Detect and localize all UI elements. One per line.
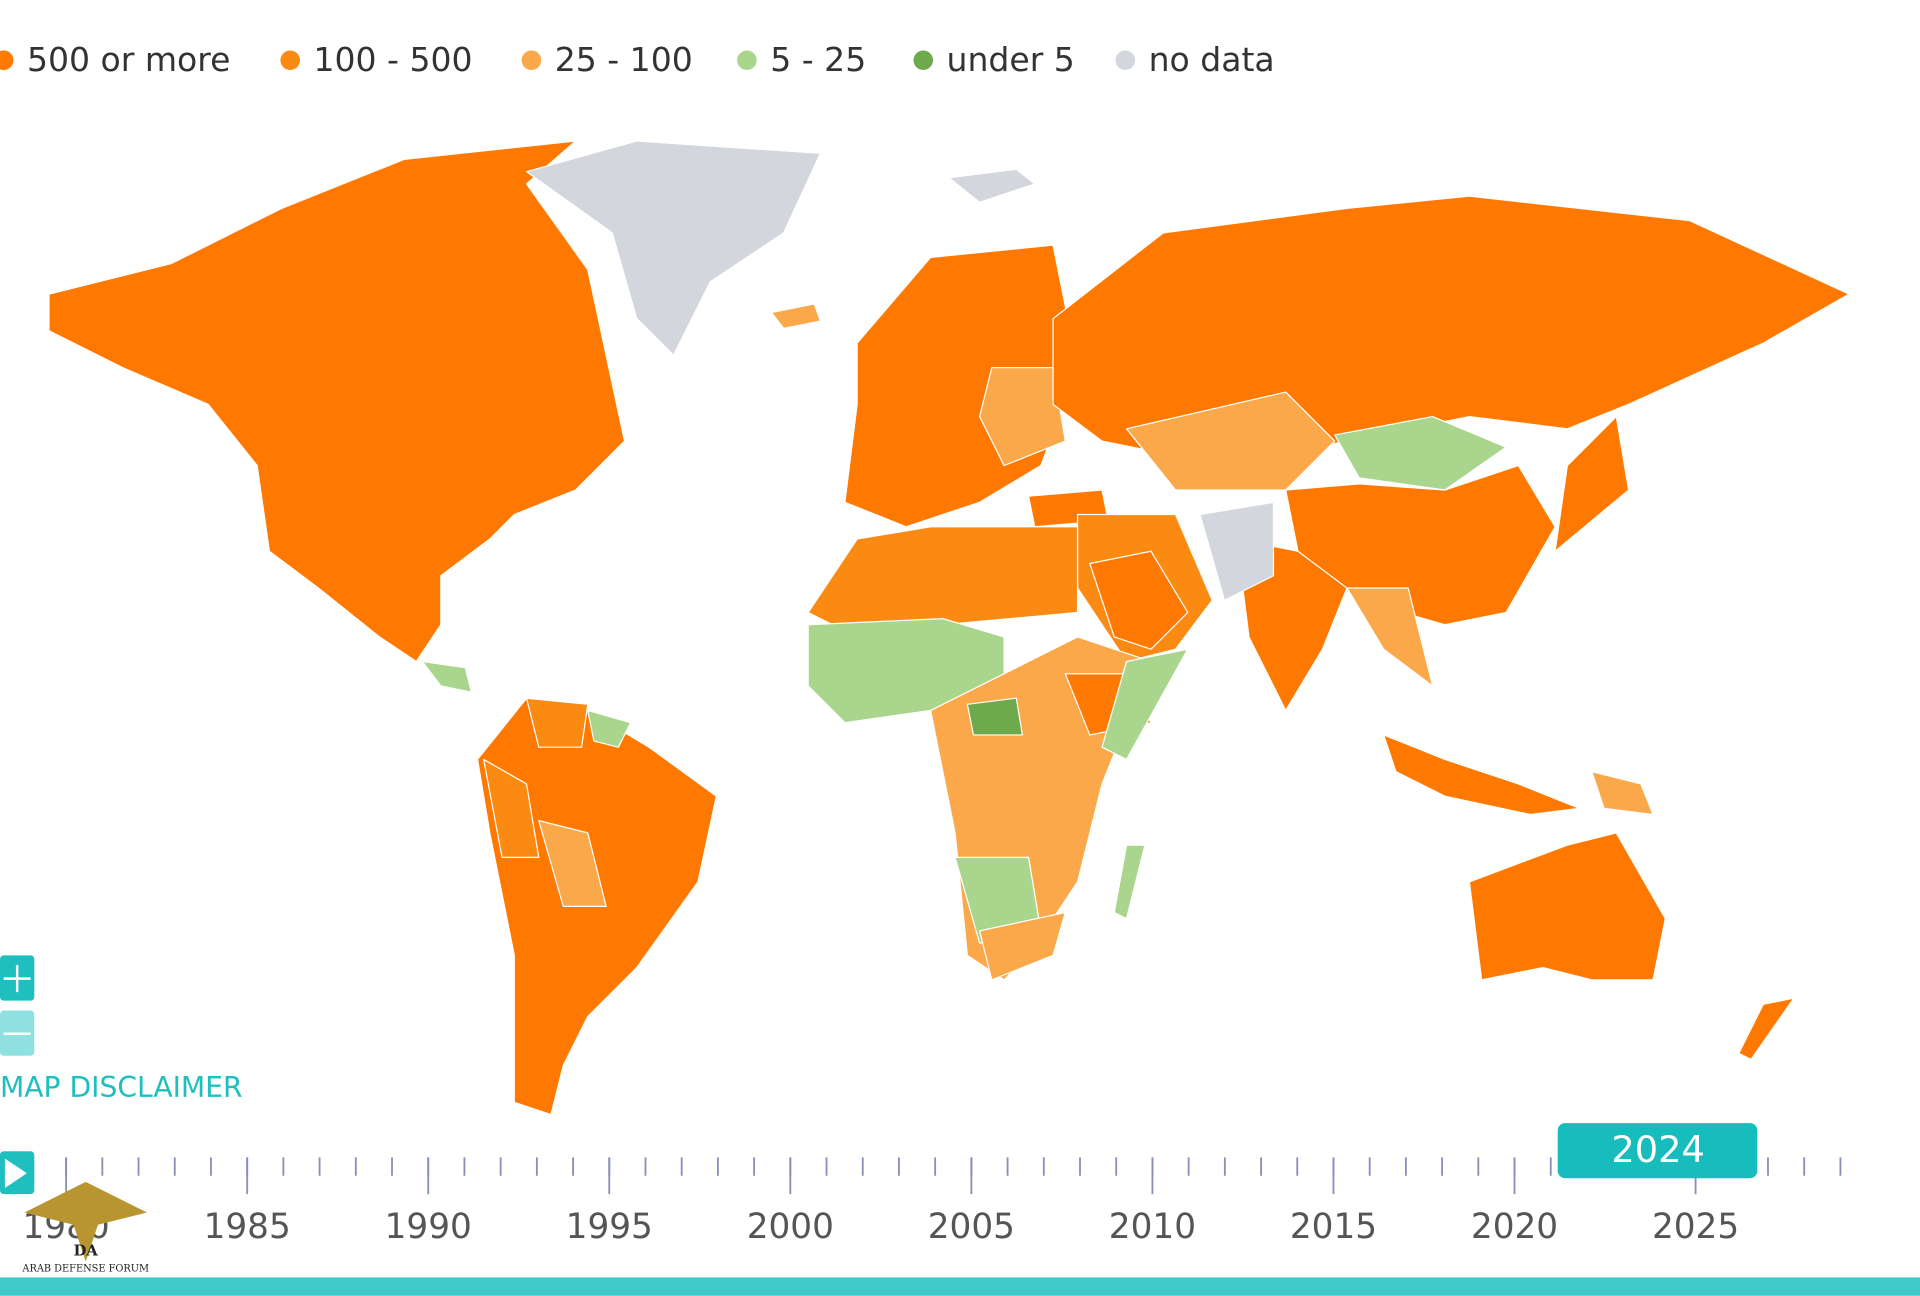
- watermark-logo: DA: [74, 1243, 99, 1260]
- selected-year-box[interactable]: [1557, 1123, 1758, 1179]
- country: [525, 697, 589, 748]
- legend-label: 5 - 25: [770, 40, 866, 79]
- country: [1738, 997, 1795, 1061]
- legend-label: 25 - 100: [555, 40, 693, 79]
- legend-label: under 5: [947, 40, 1075, 79]
- country: [1113, 844, 1146, 920]
- legend-label: 500 or more: [27, 40, 231, 79]
- year-label: 2010: [1109, 1207, 1196, 1247]
- legend: 500 or more 100 - 500 25 - 100 5 - 25 under …: [0, 40, 1275, 79]
- watermark-text: ARAB DEFENSE FORUM: [21, 1263, 149, 1274]
- country: [966, 697, 1024, 736]
- country: [538, 820, 607, 907]
- legend-dot: [0, 50, 14, 71]
- country: [525, 140, 822, 356]
- legend-dot: [280, 50, 300, 71]
- year-label: 1985: [204, 1207, 291, 1247]
- year-label: 1995: [566, 1207, 653, 1247]
- year-label: 2025: [1652, 1207, 1739, 1247]
- country: [587, 709, 632, 748]
- year-label: 2020: [1471, 1207, 1558, 1247]
- country: [1554, 415, 1630, 552]
- country: [421, 660, 473, 693]
- country: [978, 366, 1066, 467]
- country: [1334, 415, 1507, 491]
- year-label: 2015: [1290, 1207, 1377, 1247]
- legend-dot: [737, 50, 757, 71]
- country: [948, 168, 1036, 203]
- watermark: DA ARAB DEFENSE FORUM: [21, 1181, 149, 1274]
- country: [1236, 538, 1348, 712]
- legend-label: no data: [1149, 40, 1275, 79]
- country: [1591, 771, 1654, 816]
- year-label: 1990: [385, 1207, 472, 1247]
- legend-label: 100 - 500: [313, 40, 472, 79]
- legend-dot: [1115, 50, 1136, 71]
- country: [1101, 648, 1189, 761]
- map-disclaimer-link[interactable]: MAP DISCLAIMER: [0, 1071, 243, 1104]
- country: [978, 911, 1066, 981]
- year-label: 2000: [747, 1207, 834, 1247]
- timeline: 1980 1985 1990 1995 2000 2005 2010 2015 2020 2025…: [23, 1123, 1842, 1247]
- country: [1468, 832, 1666, 981]
- country: [483, 758, 540, 859]
- play-icon: [4, 1158, 27, 1188]
- zoom-in-icon: [3, 965, 31, 993]
- country: [1199, 501, 1275, 601]
- country: [1125, 391, 1336, 491]
- year-label: 2005: [928, 1207, 1015, 1247]
- country: [1346, 587, 1434, 687]
- country: [1383, 734, 1581, 816]
- selected-year-label: 2024: [1611, 1128, 1704, 1171]
- country: [1089, 550, 1189, 650]
- country: [770, 303, 822, 330]
- country: [48, 140, 626, 663]
- legend-dot: [913, 50, 934, 71]
- bottom-bar: [0, 1277, 1920, 1296]
- watermark-emblem: [24, 1181, 147, 1262]
- world-map: [48, 140, 1850, 1116]
- legend-dot: [521, 50, 542, 71]
